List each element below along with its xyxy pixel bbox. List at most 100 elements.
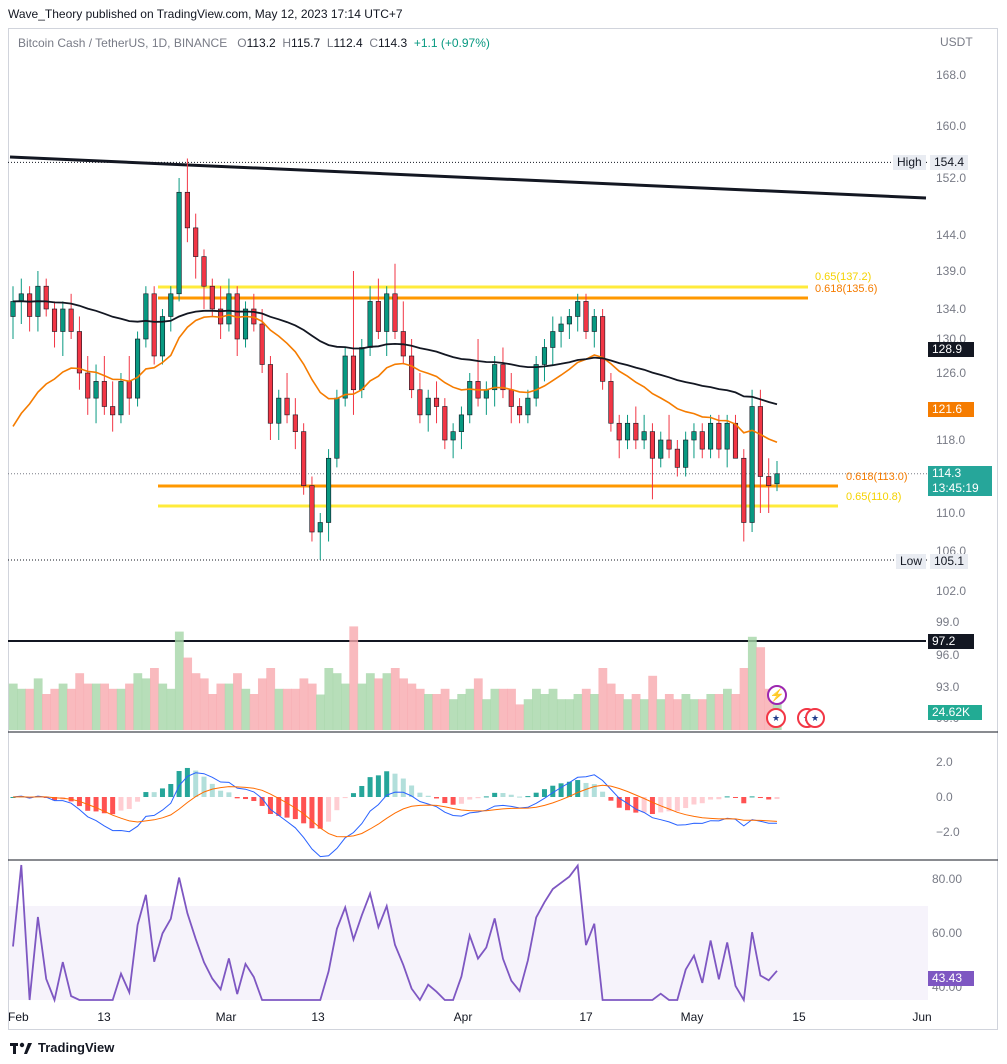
tradingview-logo[interactable]: TradingView	[10, 1040, 114, 1055]
candle-body	[301, 431, 307, 486]
macd-hist-bar	[52, 797, 58, 801]
candle-body	[168, 293, 174, 317]
price-tick-label: 118.0	[936, 433, 965, 447]
macd-hist-bar	[392, 773, 398, 797]
signal-line	[12, 784, 778, 838]
low-tag-label: Low	[896, 554, 927, 569]
macd-hist-bar	[716, 797, 722, 800]
candle-body	[658, 439, 664, 459]
volume-bar	[324, 668, 334, 730]
candle-body	[51, 308, 58, 332]
volume-bar	[457, 694, 467, 730]
candle-body	[591, 316, 597, 332]
volume-bar	[482, 699, 491, 730]
volume-bar	[83, 683, 93, 730]
macd-hist-bar	[492, 792, 498, 797]
macd-hist-bar	[276, 797, 282, 816]
macd-hist-bar	[284, 797, 290, 818]
volume-bar	[191, 673, 201, 730]
macd-hist-bar	[508, 794, 514, 797]
low-label: L	[326, 36, 334, 50]
chart-canvas[interactable]: 168.0160.0152.0144.0139.0134.0130.0126.0…	[0, 0, 1007, 1040]
candle-body	[508, 389, 514, 407]
volume-bar	[639, 699, 649, 730]
volume-bar	[8, 683, 18, 730]
volume-bar	[648, 675, 658, 730]
symbol-legend: Bitcoin Cash / TetherUS, 1D, BINANCE O11…	[18, 36, 490, 50]
fib-upper-0618-label: 0.618(135.6)	[815, 283, 878, 295]
volume-bar	[241, 688, 251, 730]
volume-bar	[747, 636, 757, 730]
volume-bar	[216, 683, 226, 730]
macd-hist-bar	[749, 796, 755, 798]
candle-body	[450, 431, 456, 441]
candle-body	[60, 308, 66, 332]
us-flag-icon[interactable]: ★	[805, 708, 825, 728]
time-tick-label: 15	[792, 1010, 806, 1024]
volume-bar	[341, 683, 350, 730]
volume-bar	[698, 699, 707, 730]
volume-bar	[399, 678, 408, 730]
rsi-tag: 43.43	[928, 971, 974, 986]
candle-body	[126, 381, 132, 399]
macd-hist-bar	[309, 797, 315, 829]
candle-body	[209, 285, 215, 310]
volume-bar	[150, 668, 159, 730]
macd-hist-bar	[483, 796, 489, 798]
candle-body	[151, 293, 157, 357]
price-tick-label: 139.0	[936, 264, 966, 278]
volume-bar	[66, 688, 76, 730]
macd-hist-bar	[541, 789, 547, 797]
candle-body	[600, 316, 606, 382]
close-label: C	[369, 36, 379, 50]
volume-bar	[448, 699, 458, 730]
volume-bar	[532, 688, 541, 730]
candle-body	[417, 389, 423, 416]
volume-bar	[440, 688, 450, 730]
volume-bar	[723, 688, 732, 730]
high-tag-value: 154.4	[930, 155, 969, 170]
volume-bar	[615, 694, 624, 730]
volume-bar	[166, 688, 176, 730]
ema200-tag: 128.9	[928, 342, 974, 357]
macd-hist-bar	[425, 795, 431, 797]
macd-hist-bar	[600, 791, 606, 797]
macd-tick-label: 0.0	[936, 790, 953, 804]
candle-body	[666, 439, 672, 450]
volume-bar	[116, 688, 126, 730]
candle-body	[226, 293, 232, 325]
macd-hist-bar	[583, 782, 589, 797]
lightning-icon[interactable]: ⚡	[767, 685, 787, 705]
candle-body	[201, 256, 207, 287]
candle-body	[193, 227, 199, 257]
candle-body	[616, 422, 622, 441]
candle-body	[143, 293, 149, 340]
candle-body	[575, 301, 581, 317]
macd-hist-bar	[458, 797, 464, 804]
volume-bar	[706, 694, 716, 730]
ema200-line	[12, 300, 778, 406]
candle-body	[43, 285, 49, 310]
candle-body	[85, 372, 91, 399]
ema50-tag: 121.6	[928, 402, 974, 417]
volume-bar	[183, 657, 193, 730]
candle-body	[541, 347, 548, 365]
macd-hist-bar	[417, 792, 423, 797]
candle-body	[674, 448, 680, 468]
price-tick-label: 110.0	[936, 506, 965, 520]
macd-hist-bar	[193, 770, 199, 797]
support-tag: 97.2	[928, 634, 974, 649]
macd-hist-bar	[467, 797, 473, 800]
publish-line: Wave_Theory published on TradingView.com…	[8, 7, 403, 21]
macd-hist-bar	[126, 797, 132, 809]
candle-body	[774, 473, 780, 485]
volume-bar	[42, 694, 51, 730]
macd-hist-bar	[267, 797, 273, 815]
candle-body	[159, 316, 166, 357]
candle-body	[649, 431, 655, 459]
candle-body	[492, 364, 498, 391]
us-flag-icon[interactable]: ★	[766, 708, 786, 728]
candle-body	[425, 397, 431, 416]
macd-hist-bar	[533, 792, 539, 797]
macd-hist-bar	[633, 797, 639, 813]
